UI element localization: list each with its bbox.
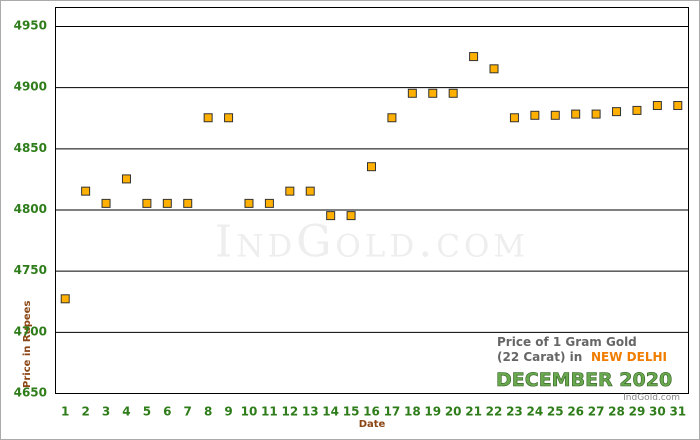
x-tick-label: 20 bbox=[445, 405, 462, 419]
point bbox=[612, 107, 622, 117]
point bbox=[367, 162, 376, 172]
point bbox=[60, 294, 70, 304]
point bbox=[428, 88, 438, 98]
y-axis-label: Price in Rupees bbox=[22, 301, 33, 388]
point bbox=[203, 113, 213, 123]
x-tick-label: 3 bbox=[102, 405, 110, 419]
x-tick-label: 7 bbox=[184, 405, 192, 419]
y-tick-label: 4950 bbox=[14, 19, 47, 33]
x-tick-label: 29 bbox=[629, 405, 646, 419]
x-tick-label: 27 bbox=[588, 405, 605, 419]
x-tick-label: 26 bbox=[567, 405, 584, 419]
plot-area bbox=[55, 7, 689, 394]
point bbox=[489, 64, 499, 74]
y-tick-label: 4650 bbox=[14, 386, 47, 400]
watermark: IndGold.com bbox=[215, 217, 529, 268]
point bbox=[346, 211, 356, 221]
x-tick-label: 16 bbox=[363, 405, 380, 419]
x-tick-label: 10 bbox=[241, 405, 258, 419]
y-tick-label: 4850 bbox=[14, 141, 47, 155]
x-tick-label: 22 bbox=[486, 405, 503, 419]
x-tick-label: 15 bbox=[343, 405, 360, 419]
x-tick-label: 13 bbox=[302, 405, 319, 419]
point bbox=[101, 198, 111, 208]
point bbox=[121, 174, 131, 184]
x-tick-label: 4 bbox=[122, 405, 130, 419]
y-tick-label: 4750 bbox=[14, 263, 47, 277]
annotation-source: IndGold.com bbox=[623, 393, 680, 403]
x-tick-label: 14 bbox=[322, 405, 339, 419]
point bbox=[591, 109, 601, 119]
point bbox=[264, 198, 274, 208]
point bbox=[162, 198, 172, 208]
x-tick-label: 12 bbox=[281, 405, 298, 419]
x-tick-label: 23 bbox=[506, 405, 523, 419]
point bbox=[387, 113, 397, 123]
point bbox=[652, 101, 662, 111]
point bbox=[244, 198, 254, 208]
x-tick-label: 8 bbox=[204, 405, 212, 419]
point bbox=[673, 101, 683, 111]
annotation-month: DECEMBER 2020 bbox=[496, 369, 672, 391]
annotation-line: (22 Carat) in bbox=[497, 350, 582, 364]
point bbox=[407, 88, 417, 98]
point bbox=[550, 110, 560, 120]
x-tick-label: 18 bbox=[404, 405, 421, 419]
point bbox=[571, 109, 581, 119]
point bbox=[326, 211, 336, 221]
x-tick-label: 21 bbox=[465, 405, 482, 419]
point bbox=[142, 198, 152, 208]
annotation: Price of 1 Gram Gold (22 Carat) in NEW D… bbox=[496, 335, 680, 403]
x-tick-label: 2 bbox=[81, 405, 89, 419]
point bbox=[285, 186, 295, 196]
point bbox=[448, 88, 458, 98]
y-tick-label: 4800 bbox=[14, 202, 47, 216]
y-tick-label: 4900 bbox=[14, 80, 47, 94]
y-tick-label: 4700 bbox=[14, 324, 47, 338]
x-tick-label: 11 bbox=[261, 405, 278, 419]
x-tick-label: 6 bbox=[163, 405, 171, 419]
x-tick-label: 17 bbox=[384, 405, 401, 419]
point bbox=[530, 110, 540, 120]
point bbox=[509, 113, 519, 123]
x-tick-label: 31 bbox=[669, 405, 686, 419]
point bbox=[469, 52, 479, 62]
point bbox=[183, 198, 193, 208]
annotation-line: Price of 1 Gram Gold bbox=[497, 335, 637, 349]
point bbox=[632, 105, 642, 115]
annotation-city: NEW DELHI bbox=[591, 350, 667, 364]
x-tick-label: 25 bbox=[547, 405, 564, 419]
point bbox=[224, 113, 234, 123]
x-tick-label: 1 bbox=[61, 405, 69, 419]
x-tick-label: 9 bbox=[224, 405, 232, 419]
x-tick-label: 24 bbox=[527, 405, 544, 419]
point bbox=[81, 186, 91, 196]
x-tick-label: 30 bbox=[649, 405, 666, 419]
x-axis-label: Date bbox=[359, 419, 386, 430]
x-tick-label: 5 bbox=[143, 405, 151, 419]
point bbox=[305, 186, 315, 196]
x-tick-label: 28 bbox=[608, 405, 625, 419]
x-tick-label: 19 bbox=[424, 405, 441, 419]
